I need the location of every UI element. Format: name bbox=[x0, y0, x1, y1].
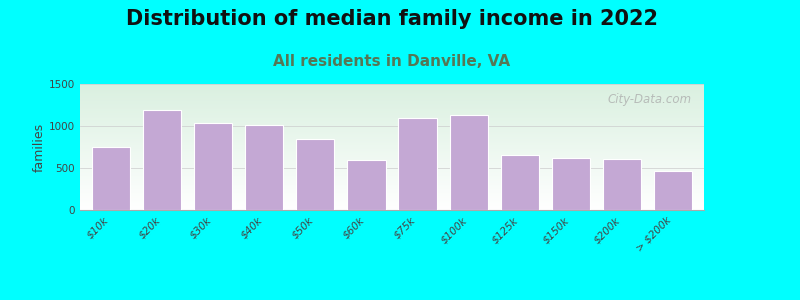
Bar bbox=[398, 118, 437, 210]
Text: All residents in Danville, VA: All residents in Danville, VA bbox=[274, 54, 510, 69]
Y-axis label: families: families bbox=[33, 122, 46, 172]
Bar bbox=[501, 155, 539, 210]
Bar bbox=[245, 125, 283, 210]
Bar bbox=[347, 160, 386, 210]
Text: Distribution of median family income in 2022: Distribution of median family income in … bbox=[126, 9, 658, 29]
Bar bbox=[142, 110, 181, 210]
Bar bbox=[91, 147, 130, 210]
Bar bbox=[654, 171, 693, 210]
Bar bbox=[603, 159, 642, 210]
Bar bbox=[552, 158, 590, 210]
Text: City-Data.com: City-Data.com bbox=[607, 93, 691, 106]
Bar bbox=[194, 124, 232, 210]
Bar bbox=[296, 139, 334, 210]
Bar bbox=[450, 115, 488, 210]
